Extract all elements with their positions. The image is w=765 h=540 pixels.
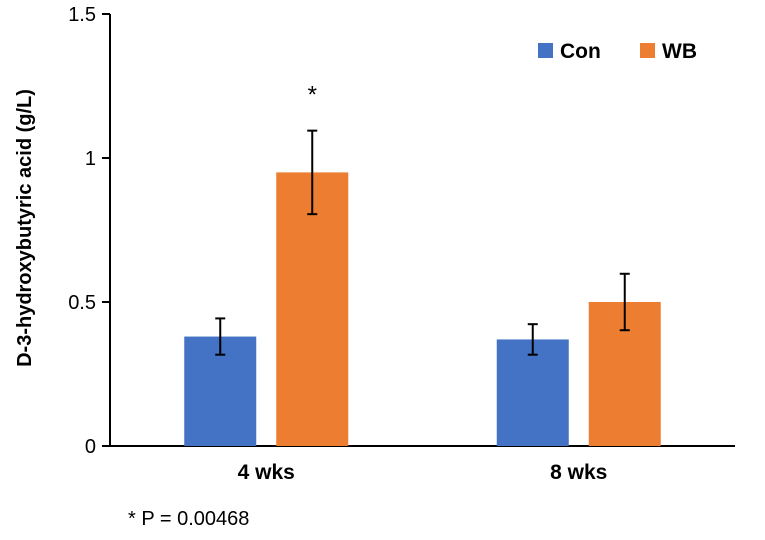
x-tick-label: 8 wks [550,461,607,484]
y-tick-label: 1 [85,148,96,170]
legend-swatch-wb [640,43,655,58]
legend-label-wb: WB [662,40,697,63]
y-tick-label: 1.5 [68,4,96,26]
x-tick-label: 4 wks [238,461,295,484]
significance-marker: * [308,82,317,109]
y-tick-label: 0 [85,436,96,458]
bars [184,172,661,446]
footnote: * P = 0.00468 [128,508,250,530]
y-tick-label: 0.5 [68,292,96,314]
legend-swatch-con [538,43,553,58]
bar-wb-4-wks [276,172,349,446]
legend: Con WB [538,40,697,63]
y-axis: 0 0.5 1 1.5 [68,4,111,458]
x-axis: 4 wks 8 wks [110,445,735,484]
y-axis-label: D-3-hydroxybutyric acid (g/L) [14,89,36,367]
legend-label-con: Con [560,40,601,63]
bar-con-8-wks [496,339,569,446]
bar-chart: 0 0.5 1 1.5 4 wks 8 wks * Con WB D-3-hydroxyb… [14,4,735,484]
annotations: * [308,82,317,109]
error-bars [215,129,630,356]
